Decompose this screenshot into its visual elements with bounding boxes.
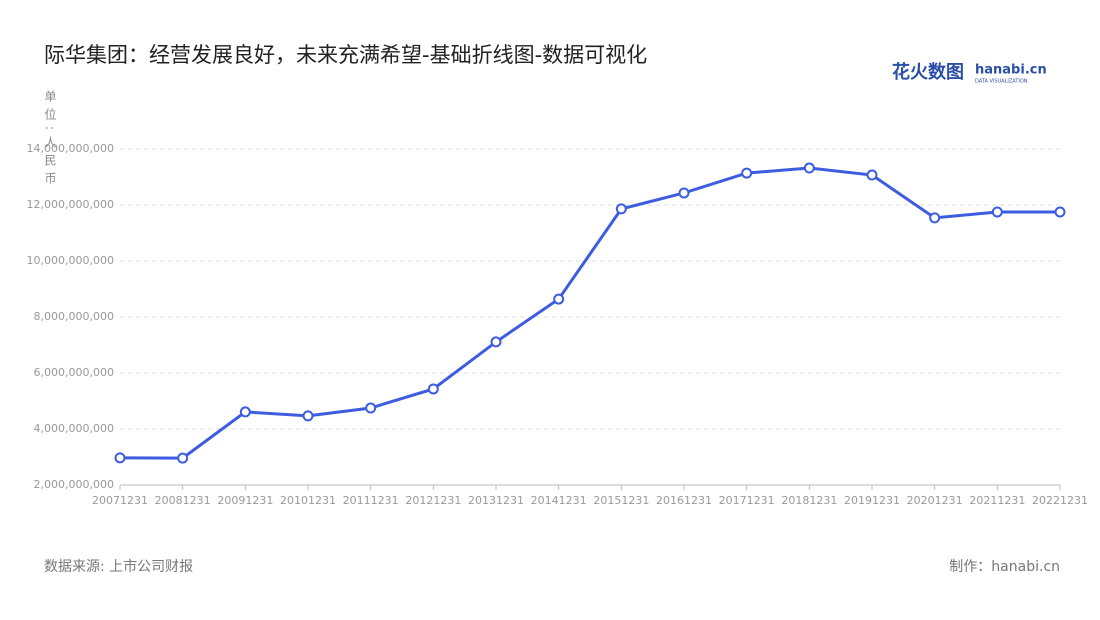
y-tick-label: 6,000,000,000 <box>34 366 114 379</box>
point <box>490 336 502 348</box>
x-tick-label: 20121231 <box>405 494 461 507</box>
x-tick-label: 20191231 <box>844 494 900 507</box>
line <box>119 166 1060 460</box>
x-tick-label: 20211231 <box>969 494 1025 507</box>
point <box>177 452 189 464</box>
point <box>929 212 941 224</box>
point <box>302 410 314 422</box>
source: 数据来源: 上市公司财报 <box>44 558 193 575</box>
x-tick-label: 20201231 <box>907 494 963 507</box>
point <box>239 406 251 418</box>
point <box>1054 206 1066 218</box>
point <box>678 187 690 199</box>
point <box>803 162 815 174</box>
x-tick-label: 20141231 <box>531 494 587 507</box>
x-tick-label: 20221231 <box>1032 494 1088 507</box>
x-tick-label: 20171231 <box>719 494 775 507</box>
x-tick-label: 20101231 <box>280 494 336 507</box>
x-tick-label: 20151231 <box>593 494 649 507</box>
point <box>114 452 126 464</box>
x-tick-label: 20091231 <box>217 494 273 507</box>
x-tick-label: 20161231 <box>656 494 712 507</box>
point <box>365 402 377 414</box>
x-tick-label: 20081231 <box>155 494 211 507</box>
point <box>991 206 1003 218</box>
x-tick-label: 20071231 <box>92 494 148 507</box>
point <box>615 203 627 215</box>
y-tick-label: 14,000,000,000 <box>27 142 114 155</box>
y-tick-label: 12,000,000,000 <box>27 198 114 211</box>
y-tick-label: 4,000,000,000 <box>34 422 114 435</box>
point <box>866 169 878 181</box>
y-tick-label: 2,000,000,000 <box>34 478 114 491</box>
x-tick-label: 20111231 <box>343 494 399 507</box>
logo-site: hanabi.cn <box>975 63 1047 78</box>
logo-sub: DATA VISUALIZATION <box>975 79 1028 85</box>
chart-title: 际华集团：经营发展良好，未来充满希望-基础折线图-数据可视化 <box>44 43 647 67</box>
x-tick-label: 20131231 <box>468 494 524 507</box>
y-tick-label: 10,000,000,000 <box>27 254 114 267</box>
point <box>553 293 565 305</box>
y-tick-label: 8,000,000,000 <box>34 310 114 323</box>
x-tick-label: 20181231 <box>781 494 837 507</box>
y-axis-label: 单位:人民币 <box>43 90 57 190</box>
point <box>427 383 439 395</box>
logo: 花火数图 <box>892 61 964 83</box>
credit: 制作：hanabi.cn <box>949 559 1060 575</box>
point <box>741 167 753 179</box>
